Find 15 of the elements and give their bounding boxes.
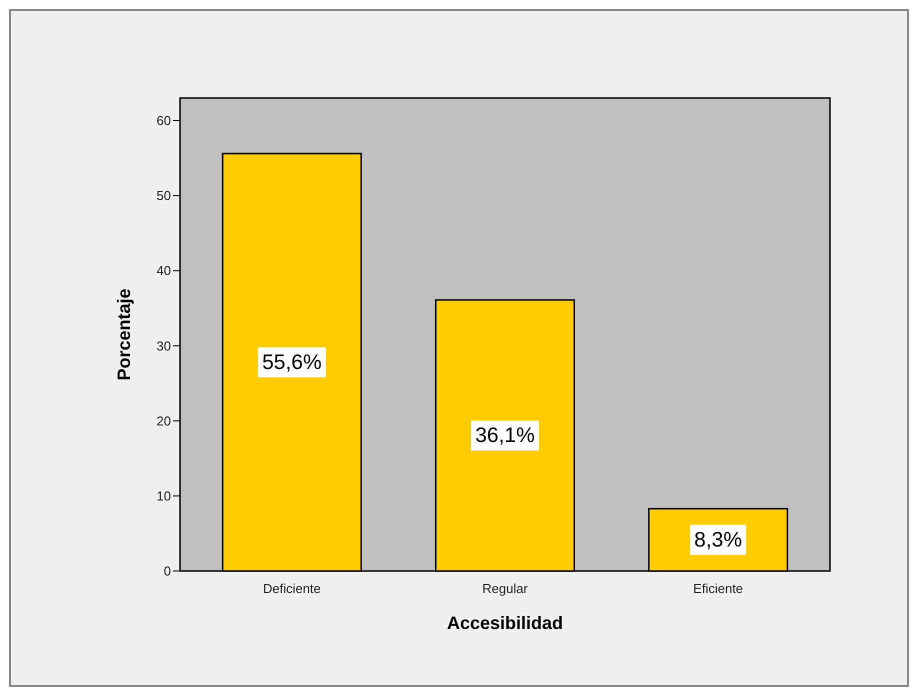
y-tick-label: 0 bbox=[164, 564, 171, 578]
y-tick-label: 60 bbox=[156, 113, 171, 128]
y-tick-label: 50 bbox=[156, 188, 171, 204]
data-label: 36,1% bbox=[475, 424, 535, 447]
data-label: 55,6% bbox=[262, 350, 322, 374]
data-label: 8,3% bbox=[694, 528, 742, 552]
x-tick-label: Eficiente bbox=[693, 581, 744, 596]
y-tick-label: 40 bbox=[156, 263, 171, 278]
y-axis-title: Porcentaje bbox=[114, 288, 134, 381]
x-axis-title: Accesibilidad bbox=[446, 613, 564, 633]
y-tick-label: 10 bbox=[156, 488, 171, 504]
y-tick-label: 20 bbox=[156, 413, 171, 428]
x-tick-label: Regular bbox=[482, 581, 528, 596]
y-tick-label: 30 bbox=[156, 338, 171, 354]
x-tick-label: Deficiente bbox=[262, 581, 321, 596]
